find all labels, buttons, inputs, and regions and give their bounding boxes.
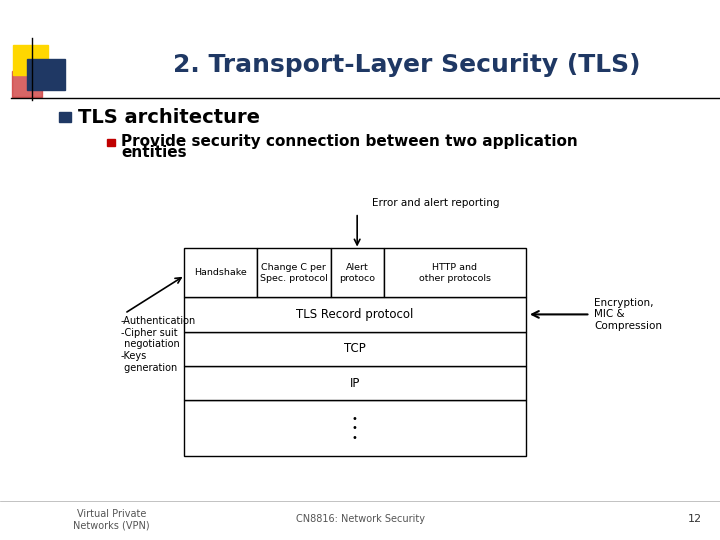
Text: TCP: TCP bbox=[343, 342, 366, 355]
Text: TLS architecture: TLS architecture bbox=[78, 107, 260, 127]
Text: Virtual Private
Networks (VPN): Virtual Private Networks (VPN) bbox=[73, 509, 150, 530]
Bar bbox=[384, 248, 526, 297]
Bar bbox=[107, 139, 115, 146]
Bar bbox=[12, 71, 42, 97]
Text: IP: IP bbox=[349, 376, 360, 389]
Text: -Authentication
-Cipher suit
 negotiation
-Keys
 generation: -Authentication -Cipher suit negotiation… bbox=[121, 316, 197, 373]
Bar bbox=[184, 297, 526, 332]
Text: Alert
protoco: Alert protoco bbox=[339, 263, 375, 282]
Text: Change C per
Spec. protocol: Change C per Spec. protocol bbox=[260, 263, 328, 282]
Bar bbox=[184, 400, 526, 456]
Text: TLS Record protocol: TLS Record protocol bbox=[296, 308, 413, 321]
Text: CN8816: Network Security: CN8816: Network Security bbox=[295, 515, 425, 524]
Text: entities: entities bbox=[121, 145, 186, 160]
Text: Error and alert reporting: Error and alert reporting bbox=[372, 198, 499, 208]
Text: 2. Transport-Layer Security (TLS): 2. Transport-Layer Security (TLS) bbox=[173, 53, 641, 77]
Text: 12: 12 bbox=[688, 515, 702, 524]
Bar bbox=[13, 45, 48, 75]
Text: •: • bbox=[351, 433, 358, 443]
Text: HTTP and
other protocols: HTTP and other protocols bbox=[418, 263, 490, 282]
Bar bbox=[59, 112, 71, 122]
Text: •: • bbox=[351, 414, 358, 424]
Text: Handshake: Handshake bbox=[194, 268, 247, 278]
Bar bbox=[184, 332, 526, 366]
Bar bbox=[184, 248, 257, 297]
Bar bbox=[330, 248, 384, 297]
Text: Provide security connection between two application: Provide security connection between two … bbox=[121, 134, 577, 149]
Text: Encryption,
MIC &
Compression: Encryption, MIC & Compression bbox=[594, 298, 662, 331]
Bar bbox=[184, 366, 526, 400]
Bar bbox=[257, 248, 330, 297]
Text: •: • bbox=[351, 423, 358, 433]
Bar bbox=[27, 59, 65, 90]
